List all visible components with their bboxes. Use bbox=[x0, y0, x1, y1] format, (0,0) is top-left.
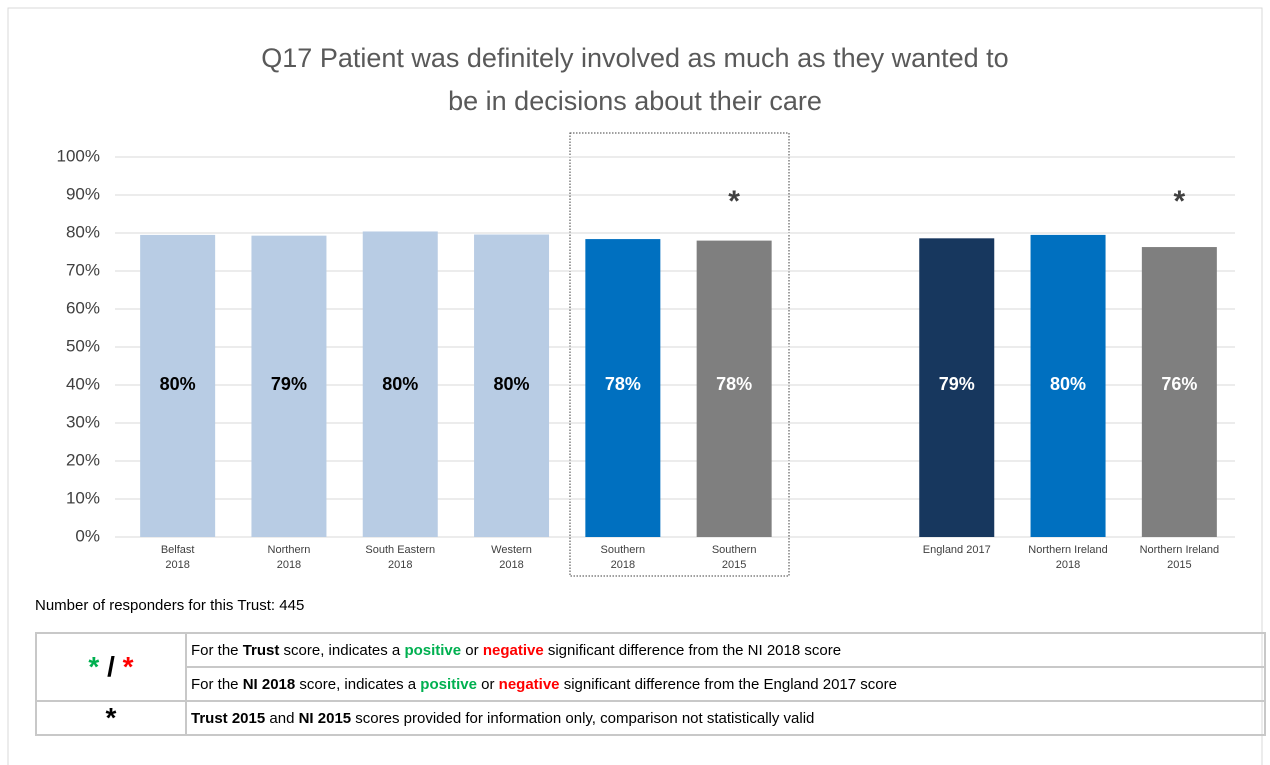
legend-text: * bbox=[105, 702, 117, 733]
x-tick-label: 2018 bbox=[388, 559, 412, 571]
x-tick-label: 2018 bbox=[611, 559, 635, 571]
x-tick-label: Northern Ireland bbox=[1140, 544, 1220, 556]
bar bbox=[362, 231, 438, 538]
legend-text: significant difference from the NI 2018 … bbox=[543, 641, 842, 659]
value-label: 78% bbox=[605, 374, 641, 394]
x-tick-label: 2015 bbox=[722, 559, 746, 571]
legend-symbol: * bbox=[35, 700, 187, 736]
value-label: 76% bbox=[1161, 374, 1197, 394]
legend-text: or bbox=[476, 675, 499, 693]
legend-text: Trust 2015 bbox=[191, 709, 266, 727]
legend-text: score, indicates a bbox=[295, 675, 421, 693]
x-tick-label: Western bbox=[491, 544, 532, 556]
x-tick-label: 2018 bbox=[1056, 559, 1080, 571]
bar bbox=[251, 235, 327, 537]
bar bbox=[585, 239, 661, 537]
y-tick-label: 90% bbox=[66, 184, 100, 203]
legend-text: negative bbox=[498, 675, 560, 693]
y-tick-label: 50% bbox=[66, 336, 100, 355]
legend-text: * bbox=[122, 651, 134, 682]
legend-text: Trust bbox=[242, 641, 280, 659]
value-label: 80% bbox=[382, 374, 418, 394]
value-label: 79% bbox=[271, 374, 307, 394]
value-label: 79% bbox=[939, 374, 975, 394]
legend-row: * / * For the Trust score, indicates a po… bbox=[35, 632, 1266, 702]
bar bbox=[140, 234, 216, 537]
footnote: Number of responders for this Trust: 445 bbox=[35, 597, 305, 614]
annotation: * bbox=[1174, 185, 1186, 218]
x-tick-label: Southern bbox=[601, 544, 646, 556]
legend-text: NI 2018 bbox=[242, 675, 296, 693]
legend-symbol: * / * bbox=[35, 632, 187, 702]
legend-description: For the Trust score, indicates a positiv… bbox=[185, 632, 1266, 668]
x-tick-label: South Eastern bbox=[365, 544, 435, 556]
legend-text: NI 2015 bbox=[298, 709, 352, 727]
legend-text: positive bbox=[404, 641, 462, 659]
y-tick-label: 70% bbox=[66, 260, 100, 279]
y-tick-label: 10% bbox=[66, 488, 100, 507]
y-tick-label: 40% bbox=[66, 374, 100, 393]
y-tick-label: 80% bbox=[66, 222, 100, 241]
bar bbox=[1030, 234, 1106, 537]
annotation: * bbox=[728, 185, 740, 218]
chart-title: Q17 Patient was definitely involved as m… bbox=[261, 43, 1008, 73]
legend-text: For the bbox=[191, 641, 243, 659]
value-label: 78% bbox=[716, 374, 752, 394]
y-tick-label: 30% bbox=[66, 412, 100, 431]
x-tick-label: 2015 bbox=[1167, 559, 1191, 571]
x-tick-label: Belfast bbox=[161, 544, 195, 556]
x-tick-label: 2018 bbox=[165, 559, 189, 571]
legend-row: For the NI 2018 score, indicates a posit… bbox=[36, 666, 1266, 702]
x-tick-label: Northern bbox=[268, 544, 311, 556]
legend-text: scores provided for information only, co… bbox=[351, 709, 815, 727]
legend-text: score, indicates a bbox=[279, 641, 405, 659]
legend-row: * Trust 2015 and NI 2015 scores provided … bbox=[35, 700, 1266, 736]
bar bbox=[474, 234, 550, 537]
y-tick-label: 20% bbox=[66, 450, 100, 469]
legend-text: or bbox=[461, 641, 483, 659]
y-tick-label: 0% bbox=[75, 526, 100, 545]
x-tick-label: England 2017 bbox=[923, 544, 991, 556]
legend-text: positive bbox=[420, 675, 477, 693]
x-tick-label: Northern Ireland bbox=[1028, 544, 1108, 556]
legend-description: Trust 2015 and NI 2015 scores provided f… bbox=[185, 700, 1266, 736]
x-tick-label: Southern bbox=[712, 544, 757, 556]
chart-border bbox=[7, 7, 1263, 765]
x-tick-label: 2018 bbox=[277, 559, 301, 571]
x-tick-label: 2018 bbox=[499, 559, 523, 571]
bar bbox=[696, 240, 772, 537]
legend-table: * / * For the Trust score, indicates a po… bbox=[35, 632, 1266, 736]
chart-title: be in decisions about their care bbox=[448, 86, 822, 116]
legend-text: * bbox=[88, 651, 100, 682]
legend-text: and bbox=[265, 709, 299, 727]
value-label: 80% bbox=[494, 374, 530, 394]
highlight-box bbox=[569, 132, 790, 577]
legend-text: negative bbox=[482, 641, 544, 659]
y-tick-label: 100% bbox=[57, 146, 100, 165]
legend-text: significant difference from the England … bbox=[559, 675, 897, 693]
bar bbox=[919, 238, 995, 537]
bar bbox=[1141, 247, 1217, 537]
legend-text: / bbox=[107, 651, 115, 682]
legend-description: For the NI 2018 score, indicates a posit… bbox=[185, 666, 1266, 702]
value-label: 80% bbox=[160, 374, 196, 394]
value-label: 80% bbox=[1050, 374, 1086, 394]
y-tick-label: 60% bbox=[66, 298, 100, 317]
legend-text: For the bbox=[191, 675, 243, 693]
